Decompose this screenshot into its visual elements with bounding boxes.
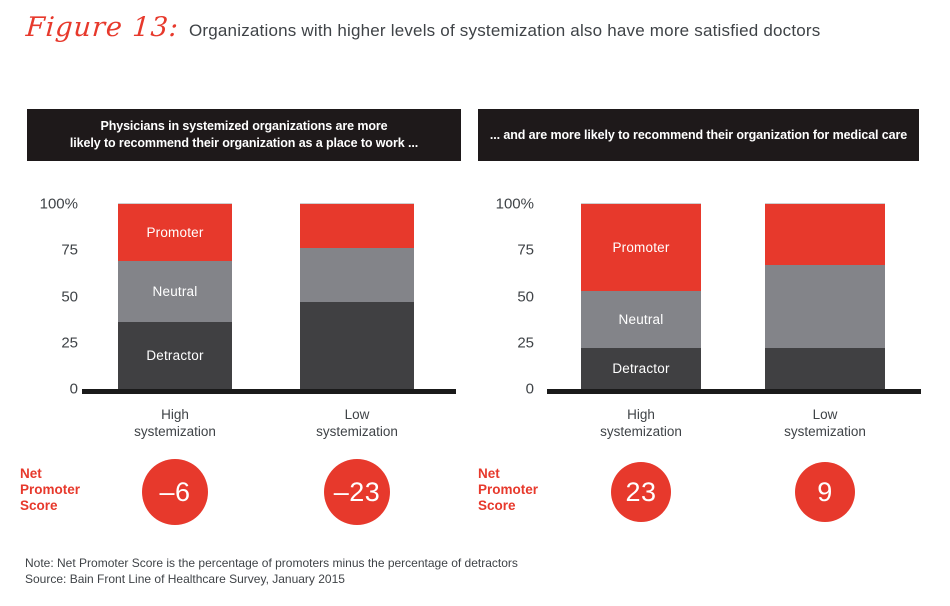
segment-label: Neutral: [618, 312, 664, 328]
left-chart-header: Physicians in systemized organizations a…: [27, 109, 461, 161]
nps-value: 9: [817, 476, 833, 507]
bar-segment-detractor: Detractor: [118, 322, 232, 389]
bar-segment-promoter: [765, 204, 885, 266]
right-chart-header: ... and are more likely to recommend the…: [478, 109, 919, 161]
y-tick-label: 25: [61, 334, 78, 352]
bar-segment-neutral: Neutral: [118, 261, 232, 323]
nps-score-label: Net Promoter Score: [478, 466, 539, 513]
nps-value: –23: [333, 476, 381, 507]
source-line: Source: Bain Front Line of Healthcare Su…: [25, 572, 345, 586]
nps-value: 23: [625, 476, 657, 507]
bar-segment-detractor: Detractor: [581, 348, 701, 389]
y-tick-label: 25: [517, 334, 534, 352]
nps-score-label: Net Promoter Score: [20, 466, 81, 513]
category-label: High systemization: [600, 407, 682, 439]
x-axis-line: [547, 389, 921, 394]
y-tick-label: 0: [525, 380, 534, 398]
y-tick-label: 100%: [495, 195, 534, 213]
right-chart: 100% 75 50 25 0 Detractor Neutral Promoter High …: [478, 190, 940, 550]
bar-segment-detractor: [300, 302, 414, 389]
segment-label: Promoter: [146, 225, 204, 241]
bar-segment-neutral: Neutral: [581, 290, 701, 349]
footer-notes: Note: Net Promoter Score is the percenta…: [25, 555, 518, 587]
bar-segment-promoter: Promoter: [581, 204, 701, 291]
nps-circle: –23: [324, 459, 390, 525]
y-tick-label: 50: [517, 288, 534, 305]
category-label: Low systemization: [784, 407, 866, 439]
category-label: Low systemization: [316, 407, 398, 439]
note-line: Note: Net Promoter Score is the percenta…: [25, 556, 518, 570]
bar-segment-detractor: [765, 348, 885, 389]
figure-title: Organizations with higher levels of syst…: [188, 21, 821, 40]
y-tick-label: 50: [61, 288, 78, 305]
figure-title-row: Figure 13: Organizations with higher lev…: [24, 12, 821, 43]
y-tick-label: 75: [61, 241, 78, 259]
y-tick-label: 0: [69, 380, 78, 398]
y-tick-label: 100%: [39, 195, 78, 213]
bar-segment-promoter: Promoter: [118, 204, 232, 262]
segment-label: Detractor: [612, 361, 670, 377]
nps-circle: 9: [795, 462, 855, 522]
y-tick-label: 75: [517, 241, 534, 259]
bar-segment-promoter: [300, 204, 414, 249]
segment-label: Detractor: [146, 348, 204, 364]
segment-label: Promoter: [612, 239, 670, 255]
bar-segment-neutral: [765, 265, 885, 349]
nps-circle: –6: [142, 459, 208, 525]
segment-label: Neutral: [152, 284, 198, 300]
figure-number-label: Figure 13:: [24, 12, 181, 43]
category-label: High systemization: [134, 407, 216, 439]
bar-segment-neutral: [300, 248, 414, 303]
nps-circle: 23: [611, 462, 671, 522]
x-axis-line: [82, 389, 456, 394]
left-chart: 100% 75 50 25 0 Detractor Neutral Promoter High …: [20, 190, 482, 550]
nps-value: –6: [159, 476, 191, 507]
